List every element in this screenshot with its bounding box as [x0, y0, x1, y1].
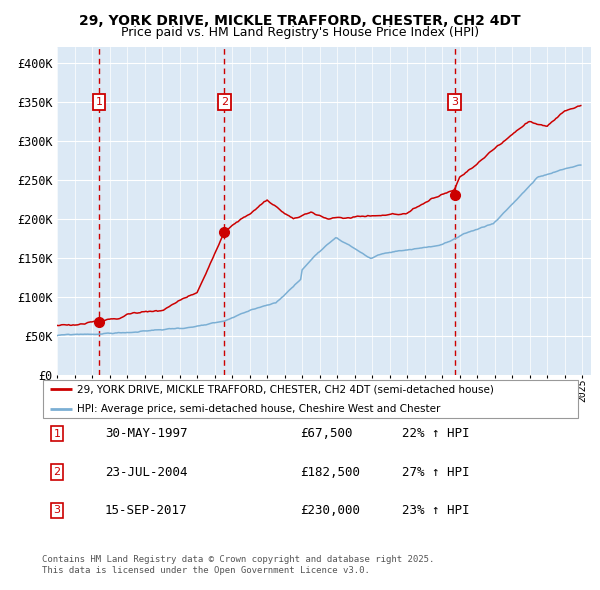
Text: 27% ↑ HPI: 27% ↑ HPI [402, 466, 470, 478]
Text: 3: 3 [451, 97, 458, 107]
Text: 29, YORK DRIVE, MICKLE TRAFFORD, CHESTER, CH2 4DT: 29, YORK DRIVE, MICKLE TRAFFORD, CHESTER… [79, 14, 521, 28]
Text: HPI: Average price, semi-detached house, Cheshire West and Chester: HPI: Average price, semi-detached house,… [77, 405, 440, 414]
Text: Contains HM Land Registry data © Crown copyright and database right 2025.: Contains HM Land Registry data © Crown c… [42, 555, 434, 563]
Text: £182,500: £182,500 [300, 466, 360, 478]
Text: 2: 2 [53, 467, 61, 477]
Text: 3: 3 [53, 506, 61, 515]
Text: 15-SEP-2017: 15-SEP-2017 [105, 504, 187, 517]
Text: 2: 2 [221, 97, 228, 107]
FancyBboxPatch shape [43, 380, 578, 418]
Text: 1: 1 [53, 429, 61, 438]
Text: £230,000: £230,000 [300, 504, 360, 517]
Text: £67,500: £67,500 [300, 427, 353, 440]
Text: 1: 1 [95, 97, 103, 107]
Text: 30-MAY-1997: 30-MAY-1997 [105, 427, 187, 440]
Text: 22% ↑ HPI: 22% ↑ HPI [402, 427, 470, 440]
Text: Price paid vs. HM Land Registry's House Price Index (HPI): Price paid vs. HM Land Registry's House … [121, 26, 479, 39]
Text: 23% ↑ HPI: 23% ↑ HPI [402, 504, 470, 517]
Text: This data is licensed under the Open Government Licence v3.0.: This data is licensed under the Open Gov… [42, 566, 370, 575]
Text: 29, YORK DRIVE, MICKLE TRAFFORD, CHESTER, CH2 4DT (semi-detached house): 29, YORK DRIVE, MICKLE TRAFFORD, CHESTER… [77, 385, 494, 395]
Text: 23-JUL-2004: 23-JUL-2004 [105, 466, 187, 478]
